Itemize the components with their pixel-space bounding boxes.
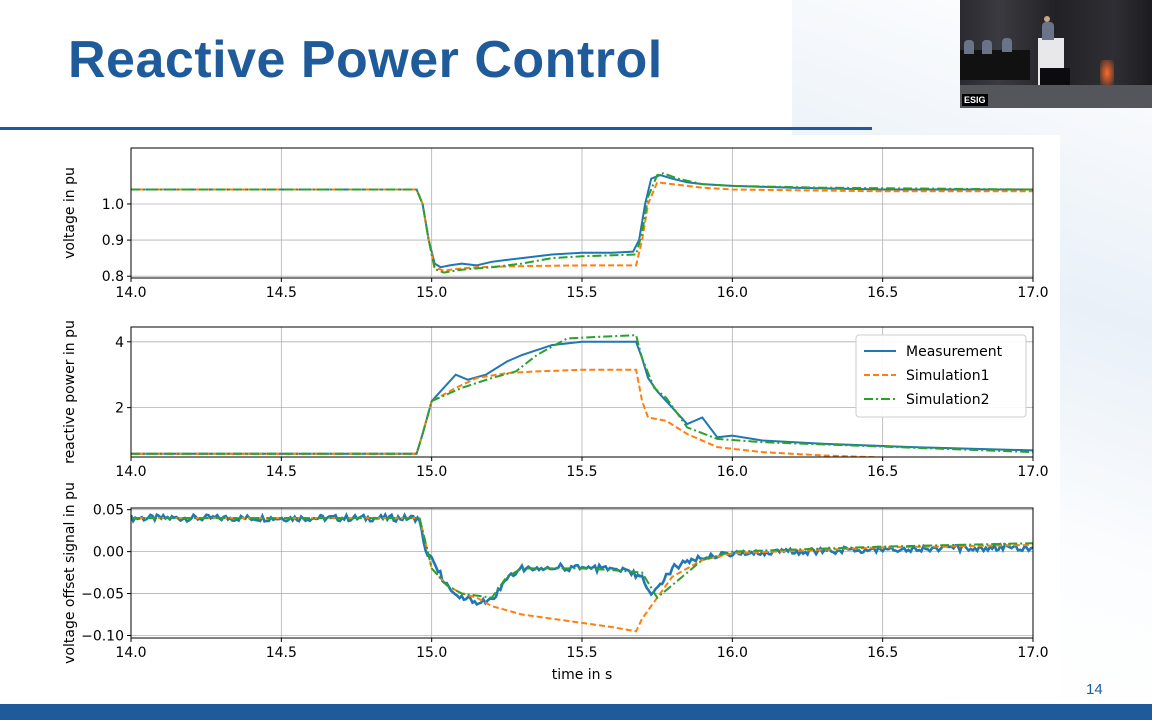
x-tick-label: 15.5 (566, 285, 597, 301)
y-tick-label: −0.10 (81, 628, 124, 644)
y-tick-label: 1.0 (102, 197, 124, 213)
x-tick-label: 17.0 (1017, 285, 1048, 301)
y-tick-label: 0.00 (93, 545, 124, 561)
stage-monitor (1040, 68, 1070, 88)
speaker (1042, 22, 1054, 40)
x-tick-label: 15.0 (416, 285, 447, 301)
x-tick-label: 14.5 (266, 645, 297, 661)
slide-title: Reactive Power Control (68, 31, 663, 89)
y-tick-label: 0.05 (93, 503, 124, 519)
y-axis-label: voltage in pu (62, 167, 78, 259)
y-tick-label: 4 (115, 335, 124, 351)
x-tick-label: 15.5 (566, 464, 597, 480)
y-tick-label: 0.9 (102, 233, 124, 249)
y-tick-label: 2 (115, 401, 124, 417)
y-axis-label: reactive power in pu (62, 320, 78, 464)
x-tick-label: 14.0 (115, 464, 146, 480)
x-tick-label: 14.0 (115, 285, 146, 301)
bottom-bar (0, 704, 1152, 720)
y-tick-label: 0.8 (102, 269, 124, 285)
stage-light (1100, 60, 1114, 86)
series-line-measurement (131, 340, 1033, 455)
charts-svg: 14.0 14.5 15.0 15.5 16.0 16.5 17.0 0.8 0.9 1.0 vol… (62, 147, 1049, 683)
legend-label: Simulation2 (906, 392, 989, 408)
video-thumbnail: ESIG (960, 0, 1152, 108)
x-tick-label: 15.0 (416, 464, 447, 480)
x-axis-label: time in s (552, 667, 613, 683)
video-label: ESIG (962, 94, 988, 106)
series-line-measurement (131, 511, 1033, 607)
series-line-simulation2 (131, 334, 1033, 455)
stage-floor (960, 85, 1152, 108)
series-line-simulation1 (131, 368, 896, 457)
x-tick-label: 16.5 (867, 464, 898, 480)
x-tick-label: 14.5 (266, 285, 297, 301)
x-tick-label: 14.5 (266, 464, 297, 480)
panelist (1002, 38, 1012, 52)
slide-number: 14 (1086, 681, 1103, 698)
y-tick-label: −0.05 (81, 587, 124, 603)
x-tick-label: 15.0 (416, 645, 447, 661)
legend-label: Measurement (906, 344, 1003, 360)
panel-table (960, 50, 1030, 80)
series-line-simulation1 (131, 181, 1033, 272)
x-tick-label: 14.0 (115, 645, 146, 661)
x-tick-label: 16.5 (867, 645, 898, 661)
speaker-head (1044, 16, 1050, 22)
x-tick-label: 16.0 (717, 285, 748, 301)
x-tick-label: 17.0 (1017, 645, 1048, 661)
x-tick-label: 15.5 (566, 645, 597, 661)
title-underline (0, 127, 872, 130)
x-tick-label: 17.0 (1017, 464, 1048, 480)
series-line-measurement (131, 174, 1033, 269)
figure-panel: 14.0 14.5 15.0 15.5 16.0 16.5 17.0 0.8 0.9 1.0 vol… (36, 135, 1060, 697)
x-tick-label: 16.0 (717, 464, 748, 480)
series-line-simulation2 (131, 517, 1033, 600)
legend-box (855, 334, 1027, 418)
panelist (982, 40, 992, 54)
y-axis-label: voltage offset signal in pu (62, 482, 78, 664)
x-tick-label: 16.0 (717, 645, 748, 661)
series-line-simulation2 (131, 172, 1033, 274)
x-tick-label: 16.5 (867, 285, 898, 301)
legend-label: Simulation1 (906, 368, 989, 384)
panelist (964, 40, 974, 54)
